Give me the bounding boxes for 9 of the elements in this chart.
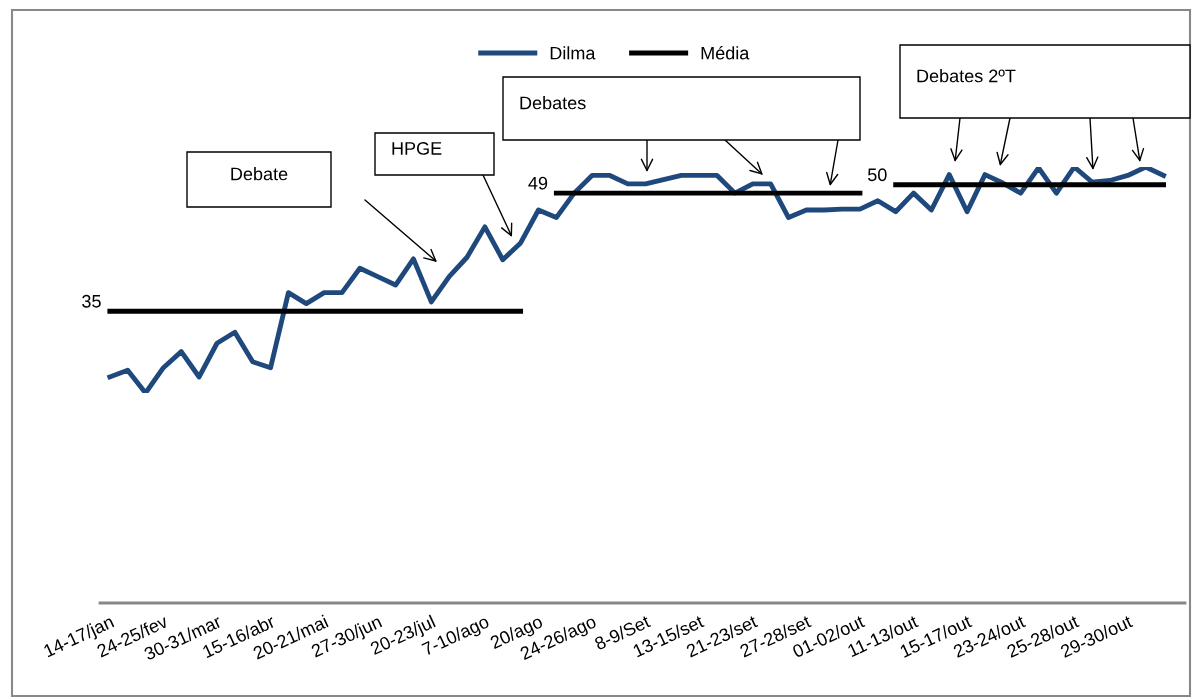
annotation: Debate [231,167,288,181]
legend-label: Média [701,46,750,60]
data-label: 50 [867,168,887,182]
text: HPGE [392,142,442,155]
data-label: 35 [82,294,101,308]
legend-label: Dilma [550,46,596,60]
text: Debates [520,96,586,110]
data-label: 49 [528,176,548,190]
text: Debates 2ºT [917,69,1016,83]
